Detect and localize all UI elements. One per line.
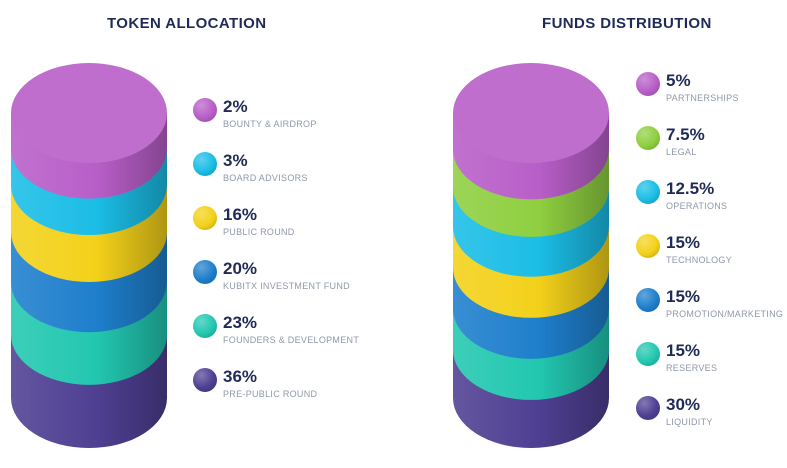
legend-label: OPERATIONS <box>666 201 728 211</box>
legend-item: 15% PROMOTION/MARKETING <box>636 287 787 327</box>
segment-top <box>11 63 167 163</box>
legend-swatch <box>636 126 660 150</box>
legend-value: 30% <box>666 395 701 414</box>
legend-item: 15% TECHNOLOGY <box>636 233 787 273</box>
legend-label: LIQUIDITY <box>666 417 713 427</box>
legend-item: 12.5% OPERATIONS <box>636 179 787 219</box>
legend-item: 36% PRE-PUBLIC ROUND <box>193 367 359 407</box>
legend-swatch <box>636 396 660 420</box>
legend-label: PARTNERSHIPS <box>666 93 739 103</box>
legend-value: 16% <box>223 205 258 224</box>
legend-item: 7.5% LEGAL <box>636 125 787 165</box>
legend-item: 15% RESERVES <box>636 341 787 381</box>
legend-label: BOARD ADVISORS <box>223 173 308 183</box>
legend-value: 15% <box>666 341 701 360</box>
legend-value: 23% <box>223 313 258 332</box>
legend-label: FOUNDERS & DEVELOPMENT TEAM <box>223 335 359 345</box>
legend-swatch <box>636 234 660 258</box>
legend-label: BOUNTY & AIRDROP <box>223 119 317 129</box>
legend-label: TECHNOLOGY <box>666 255 733 265</box>
legend-swatch <box>636 288 660 312</box>
legend-label: PUBLIC ROUND <box>223 227 295 237</box>
chart-title: TOKEN ALLOCATION <box>107 15 267 32</box>
legend-item: 20% KUBITX INVESTMENT FUND <box>193 259 359 299</box>
legend-item: 2% BOUNTY & AIRDROP <box>193 97 359 137</box>
legend-swatch <box>193 98 217 122</box>
legend-value: 15% <box>666 233 701 252</box>
segment-top <box>453 63 609 163</box>
legend-label: PROMOTION/MARKETING <box>666 309 784 319</box>
legend-item: 30% LIQUIDITY <box>636 395 787 435</box>
legend-label: KUBITX INVESTMENT FUND <box>223 281 350 291</box>
legend-swatch <box>193 368 217 392</box>
chart-title: FUNDS DISTRIBUTION <box>542 15 712 32</box>
funds-distribution-stack <box>453 63 609 448</box>
legend-value: 2% <box>223 97 248 116</box>
stack-segment <box>453 63 609 200</box>
legend-value: 36% <box>223 367 258 386</box>
legend-swatch <box>193 314 217 338</box>
legend-item: 23% FOUNDERS & DEVELOPMENT TEAM <box>193 313 359 353</box>
legend-value: 20% <box>223 259 258 278</box>
funds-distribution-panel: FUNDS DISTRIBUTION 5% PARTNERSHIPS 7.5% LEG… <box>400 0 787 468</box>
legend-value: 7.5% <box>666 125 705 144</box>
legend-item: 3% BOARD ADVISORS <box>193 151 359 191</box>
legend-value: 15% <box>666 287 701 306</box>
legend-swatch <box>193 260 217 284</box>
legend-swatch <box>193 152 217 176</box>
legend-label: PRE-PUBLIC ROUND <box>223 389 318 399</box>
legend-item: 16% PUBLIC ROUND <box>193 205 359 245</box>
legend-label: RESERVES <box>666 363 718 373</box>
token-allocation-panel: TOKEN ALLOCATION 2% BOUNTY & AIRDROP 3% BOA… <box>0 0 380 468</box>
token-allocation-stack <box>11 63 167 448</box>
legend-value: 12.5% <box>666 179 715 198</box>
legend-swatch <box>636 342 660 366</box>
stack-segment <box>11 63 167 199</box>
legend-swatch <box>636 72 660 96</box>
legend-value: 5% <box>666 71 691 90</box>
legend-swatch <box>636 180 660 204</box>
legend-swatch <box>193 206 217 230</box>
legend-item: 5% PARTNERSHIPS <box>636 71 787 111</box>
legend-value: 3% <box>223 151 248 170</box>
legend-label: LEGAL <box>666 147 697 157</box>
